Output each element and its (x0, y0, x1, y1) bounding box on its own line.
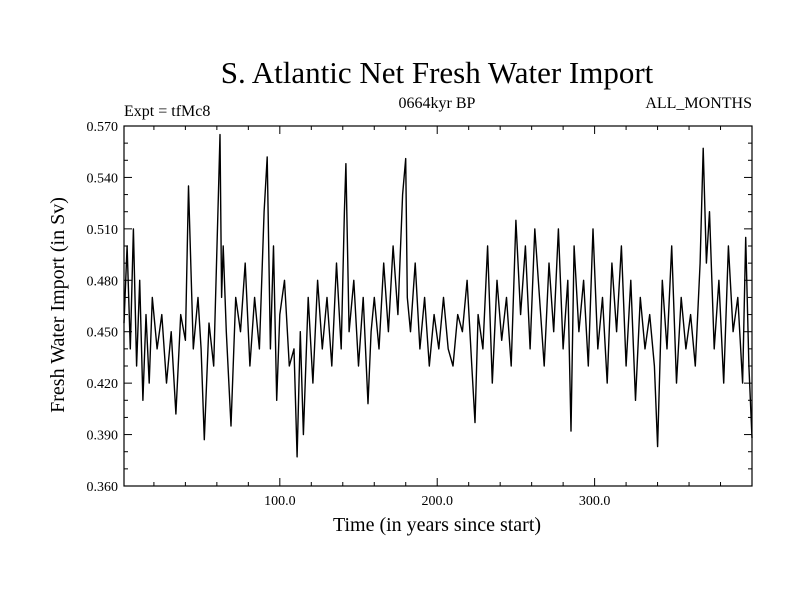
y-tick-label: 0.450 (87, 326, 119, 341)
y-tick-label: 0.420 (87, 377, 119, 392)
y-tick-label: 0.480 (87, 274, 119, 289)
data-series (123, 133, 753, 458)
x-axis-label: Time (in years since start) (333, 514, 541, 536)
y-tick-label: 0.540 (87, 171, 119, 186)
y-tick-label: 0.510 (87, 223, 119, 238)
x-tick-label: 100.0 (264, 494, 296, 509)
series-line (123, 133, 753, 458)
chart-title: S. Atlantic Net Fresh Water Import (221, 55, 654, 90)
months-label: ALL_MONTHS (645, 95, 752, 112)
period-label: 0664kyr BP (399, 95, 476, 112)
y-axis-label: Fresh Water Import (in Sv) (47, 197, 69, 413)
y-tick-label: 0.390 (87, 429, 119, 444)
axis-ticks: 0.360 0.390 0.420 0.450 0.480 0.510 0.540 0.570… (87, 120, 752, 509)
x-tick-label: 200.0 (421, 494, 453, 509)
y-tick-label: 0.360 (87, 480, 119, 495)
x-tick-label: 300.0 (579, 494, 611, 509)
experiment-label: Expt = tfMc8 (124, 103, 210, 120)
y-tick-label: 0.570 (87, 120, 119, 135)
